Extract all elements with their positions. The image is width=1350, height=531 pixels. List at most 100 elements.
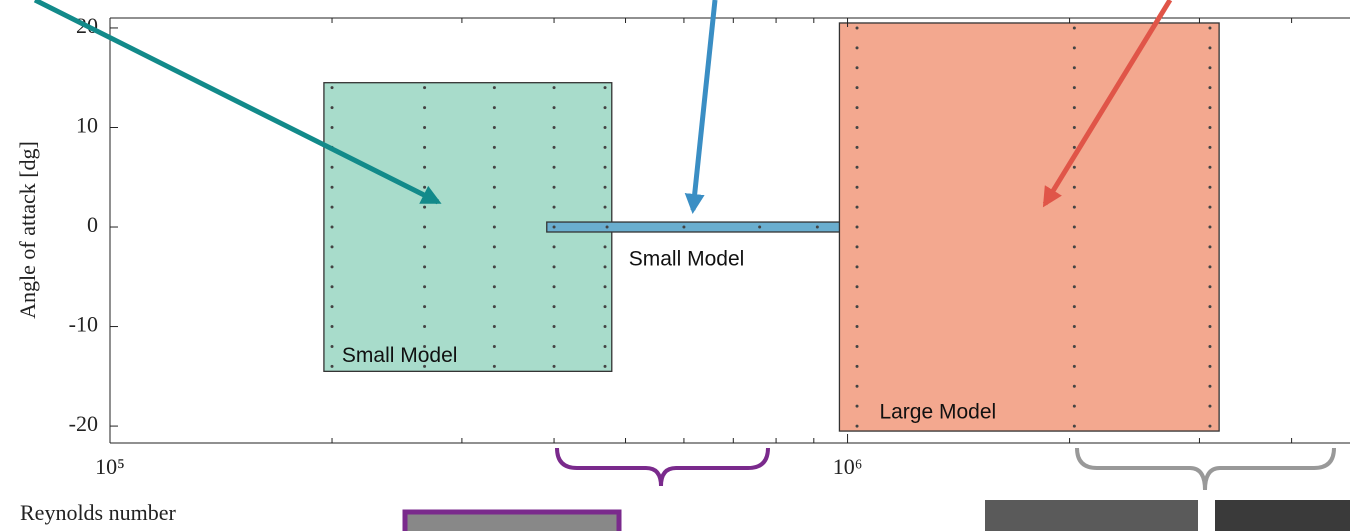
test-point <box>855 66 859 70</box>
test-point <box>492 125 496 129</box>
test-point <box>1208 165 1212 169</box>
test-point <box>1208 424 1212 428</box>
test-point <box>855 46 859 50</box>
test-point <box>1208 245 1212 249</box>
test-point <box>552 145 556 149</box>
y-tick-label: -20 <box>69 411 98 436</box>
test-point <box>552 265 556 269</box>
test-point <box>855 305 859 309</box>
test-point <box>492 325 496 329</box>
test-point <box>1208 305 1212 309</box>
test-point <box>855 325 859 329</box>
test-point <box>1072 46 1076 50</box>
x-tick-label: 10⁵ <box>95 454 125 479</box>
test-point <box>492 265 496 269</box>
test-point <box>855 364 859 368</box>
test-point <box>1072 344 1076 348</box>
test-point <box>603 325 607 329</box>
test-point <box>330 86 334 90</box>
test-point <box>1072 205 1076 209</box>
test-point <box>1208 285 1212 289</box>
test-point <box>1072 185 1076 189</box>
test-point <box>330 364 334 368</box>
bracket <box>1075 447 1336 491</box>
test-point <box>815 225 819 229</box>
test-point <box>492 285 496 289</box>
test-point <box>1072 106 1076 110</box>
test-point <box>330 205 334 209</box>
test-point <box>1208 106 1212 110</box>
x-axis-label: Reynolds number <box>20 500 176 525</box>
region-label: Small Model <box>629 248 745 271</box>
test-point <box>855 265 859 269</box>
test-point <box>330 265 334 269</box>
test-point <box>1072 66 1076 70</box>
test-point <box>1208 265 1212 269</box>
test-point <box>330 225 334 229</box>
test-point <box>603 305 607 309</box>
test-point <box>552 305 556 309</box>
test-point <box>492 305 496 309</box>
test-point <box>492 145 496 149</box>
test-point <box>423 125 427 129</box>
test-point <box>1072 86 1076 90</box>
test-point <box>423 165 427 169</box>
test-point <box>603 344 607 348</box>
test-point <box>1208 86 1212 90</box>
test-point <box>492 344 496 348</box>
arrow <box>684 0 718 214</box>
test-point <box>423 185 427 189</box>
test-point <box>330 185 334 189</box>
arrow <box>1042 0 1173 208</box>
y-tick-label: -10 <box>69 312 98 337</box>
test-point <box>423 265 427 269</box>
test-point <box>552 245 556 249</box>
test-point <box>330 125 334 129</box>
test-point <box>603 265 607 269</box>
test-point <box>1072 364 1076 368</box>
test-point <box>758 225 762 229</box>
test-point <box>423 364 427 368</box>
test-point <box>1072 285 1076 289</box>
test-point <box>1208 344 1212 348</box>
test-point <box>552 225 556 229</box>
test-point <box>855 185 859 189</box>
test-point <box>423 285 427 289</box>
photo <box>1215 500 1350 531</box>
test-point <box>552 165 556 169</box>
test-point <box>1072 325 1076 329</box>
test-point <box>855 225 859 229</box>
test-point <box>1208 404 1212 408</box>
test-point <box>330 325 334 329</box>
region-label: Large Model <box>879 401 996 424</box>
test-point <box>1208 364 1212 368</box>
test-point <box>330 106 334 110</box>
test-point <box>1072 424 1076 428</box>
test-point <box>492 86 496 90</box>
test-point <box>603 165 607 169</box>
test-point <box>423 325 427 329</box>
test-point <box>423 205 427 209</box>
test-point <box>1072 125 1076 129</box>
test-point <box>1072 145 1076 149</box>
test-point <box>1072 265 1076 269</box>
test-point <box>603 205 607 209</box>
test-point <box>330 165 334 169</box>
test-point <box>1208 145 1212 149</box>
test-point <box>855 165 859 169</box>
test-point <box>1208 46 1212 50</box>
test-point <box>603 125 607 129</box>
test-point <box>423 245 427 249</box>
test-point <box>1208 185 1212 189</box>
test-point <box>492 225 496 229</box>
test-point <box>855 384 859 388</box>
y-axis-label: Angle of attack [dg] <box>15 141 40 319</box>
x-tick-label: 10⁶ <box>833 454 863 479</box>
test-point <box>603 86 607 90</box>
test-point <box>552 86 556 90</box>
test-point <box>855 245 859 249</box>
test-point <box>552 344 556 348</box>
test-point <box>603 285 607 289</box>
test-point <box>552 205 556 209</box>
